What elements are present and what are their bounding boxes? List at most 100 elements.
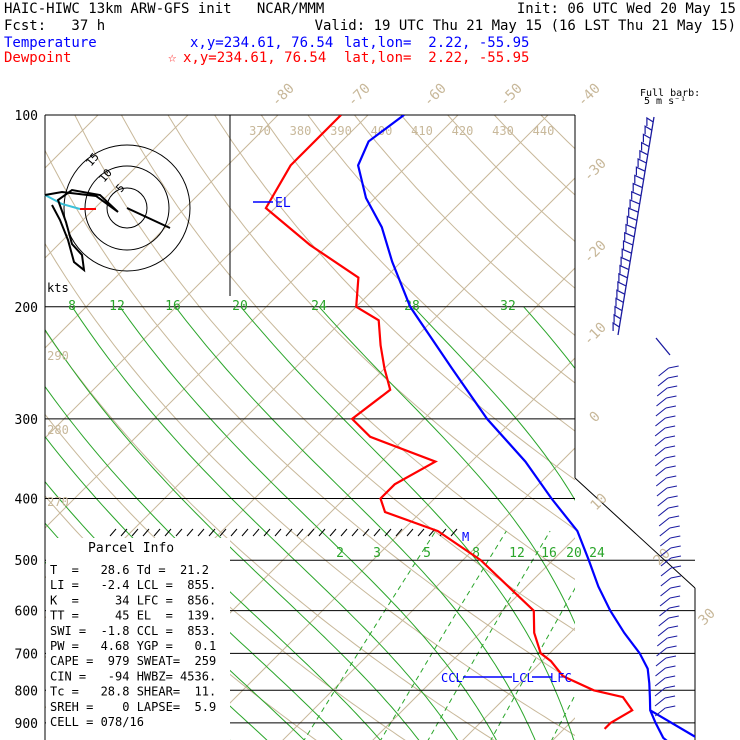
freezing-hatch — [351, 528, 359, 537]
wind-barb-flag — [669, 515, 680, 519]
moist-adiabat — [318, 306, 575, 625]
freezing-hatch — [296, 528, 304, 537]
frame-right-slant — [574, 477, 696, 589]
freezing-hatch — [329, 528, 337, 537]
pressure-tick-label: 200 — [15, 301, 38, 316]
theta-label: 430 — [492, 124, 514, 138]
pressure-tick-label: 600 — [15, 605, 38, 620]
dry-adiabat — [447, 115, 575, 243]
mixing-ratio-label-top: 16 — [165, 299, 181, 314]
wind-barb — [657, 377, 669, 387]
isotherm-line — [372, 537, 575, 740]
wind-barb — [626, 215, 638, 225]
mixing-ratio-label-top: 12 — [109, 299, 125, 314]
lfc-label: LFC — [550, 671, 572, 685]
wind-barb — [614, 305, 623, 315]
header-line2-right: Valid: 19 UTC Thu 21 May 15 (16 LST Thu … — [314, 18, 736, 34]
wind-barb-flag — [670, 535, 681, 539]
wind-barb — [660, 587, 671, 597]
pressure-tick-label: 900 — [15, 717, 38, 732]
freezing-hatch — [285, 528, 293, 537]
wind-barb-flag — [667, 495, 678, 499]
wind-barb-flag — [669, 595, 681, 599]
wind-barb — [619, 264, 630, 274]
wind-barb — [658, 367, 670, 377]
wind-barb-flag — [665, 415, 676, 419]
theta-label: 420 — [452, 124, 474, 138]
wind-barb — [659, 527, 671, 537]
freezing-hatch — [384, 528, 392, 537]
wind-barb-flag — [667, 625, 679, 629]
hodograph-shear-vector — [126, 207, 171, 229]
wind-barb-flag — [667, 635, 678, 639]
pressure-tick-label: 700 — [15, 647, 38, 662]
moist-adiabat — [119, 306, 497, 740]
wind-barb-flag — [666, 475, 677, 479]
pressure-tick-label: 300 — [15, 413, 38, 428]
wind-barb-flag — [668, 505, 679, 509]
wind-barb — [616, 289, 625, 299]
wind-barbs: Full barb:5 m s⁻¹ — [612, 88, 700, 717]
wind-barb — [625, 223, 636, 233]
wind-barb-flag — [666, 645, 677, 649]
mixing-ratio-label-mid: 12 — [509, 546, 525, 561]
temperature-latlon: lat,lon= 2.22, -55.95 — [344, 35, 530, 51]
freezing-hatch — [406, 528, 414, 537]
freezing-hatch — [274, 528, 282, 537]
hodograph-lower — [44, 194, 81, 210]
wind-barb — [617, 281, 627, 290]
wind-barb — [656, 487, 668, 497]
wind-barb-flag — [670, 555, 682, 559]
dry-adiabat — [727, 115, 740, 740]
wind-barb — [654, 677, 666, 687]
wind-barb — [658, 507, 669, 517]
dewpoint-xy: x,y=234.61, 76.54 — [183, 50, 327, 66]
mixing-ratio-line — [594, 531, 714, 740]
moist-adiabat — [45, 385, 381, 740]
freezing-hatch — [373, 528, 381, 537]
wind-barb — [629, 199, 640, 208]
wind-barb — [658, 517, 670, 527]
freezing-hatch — [362, 528, 370, 537]
wind-barb-flag — [667, 375, 679, 379]
hodograph-ring — [106, 187, 148, 229]
wind-barb-flag — [665, 465, 676, 469]
mixing-ratio-label-top: 28 — [404, 299, 420, 314]
wind-barb — [656, 387, 668, 397]
mixing-ratio-line — [427, 530, 551, 740]
dry-adiabat — [45, 149, 575, 684]
lcl-label: LCL — [512, 671, 534, 685]
star-icon: ☆ — [168, 50, 177, 66]
isotherm-line — [462, 627, 575, 740]
wind-barb-flag — [665, 455, 676, 459]
mixing-ratio-label-mid: 2 — [336, 546, 344, 561]
mixing-ratio-line — [667, 531, 740, 740]
chart-frame — [44, 114, 696, 740]
wind-barb — [659, 607, 670, 617]
isotherm-label: -20 — [581, 238, 610, 267]
hodograph-trace — [44, 188, 119, 273]
hodograph-ring — [63, 144, 191, 272]
wind-barb-flag — [664, 695, 676, 699]
wind-barb — [615, 297, 624, 307]
wind-barb — [639, 149, 649, 159]
freezing-hatch — [109, 528, 117, 537]
freezing-hatch — [230, 528, 238, 537]
wind-barb-flag — [666, 485, 678, 489]
freezing-hatch — [164, 528, 172, 537]
dry-adiabat — [634, 115, 740, 740]
dry-adiabat — [214, 115, 575, 481]
isotherm-line — [45, 115, 189, 259]
mixing-ratio-label-top: 20 — [232, 299, 248, 314]
barb-shaft-mid — [655, 337, 671, 356]
wind-barb — [660, 577, 672, 587]
temperature-xy: x,y=234.61, 76.54 — [190, 35, 334, 51]
wind-barb-flag — [664, 435, 676, 439]
wind-barb — [654, 687, 666, 697]
freezing-hatch — [142, 528, 150, 537]
parcel-info-row: CIN = -94 HWBZ= 4536. — [50, 669, 216, 683]
freezing-hatch — [153, 528, 161, 537]
hodograph-ring-label: 5 — [113, 181, 127, 194]
moist-adiabat — [175, 306, 536, 740]
theta-label-left: 270 — [47, 495, 69, 509]
